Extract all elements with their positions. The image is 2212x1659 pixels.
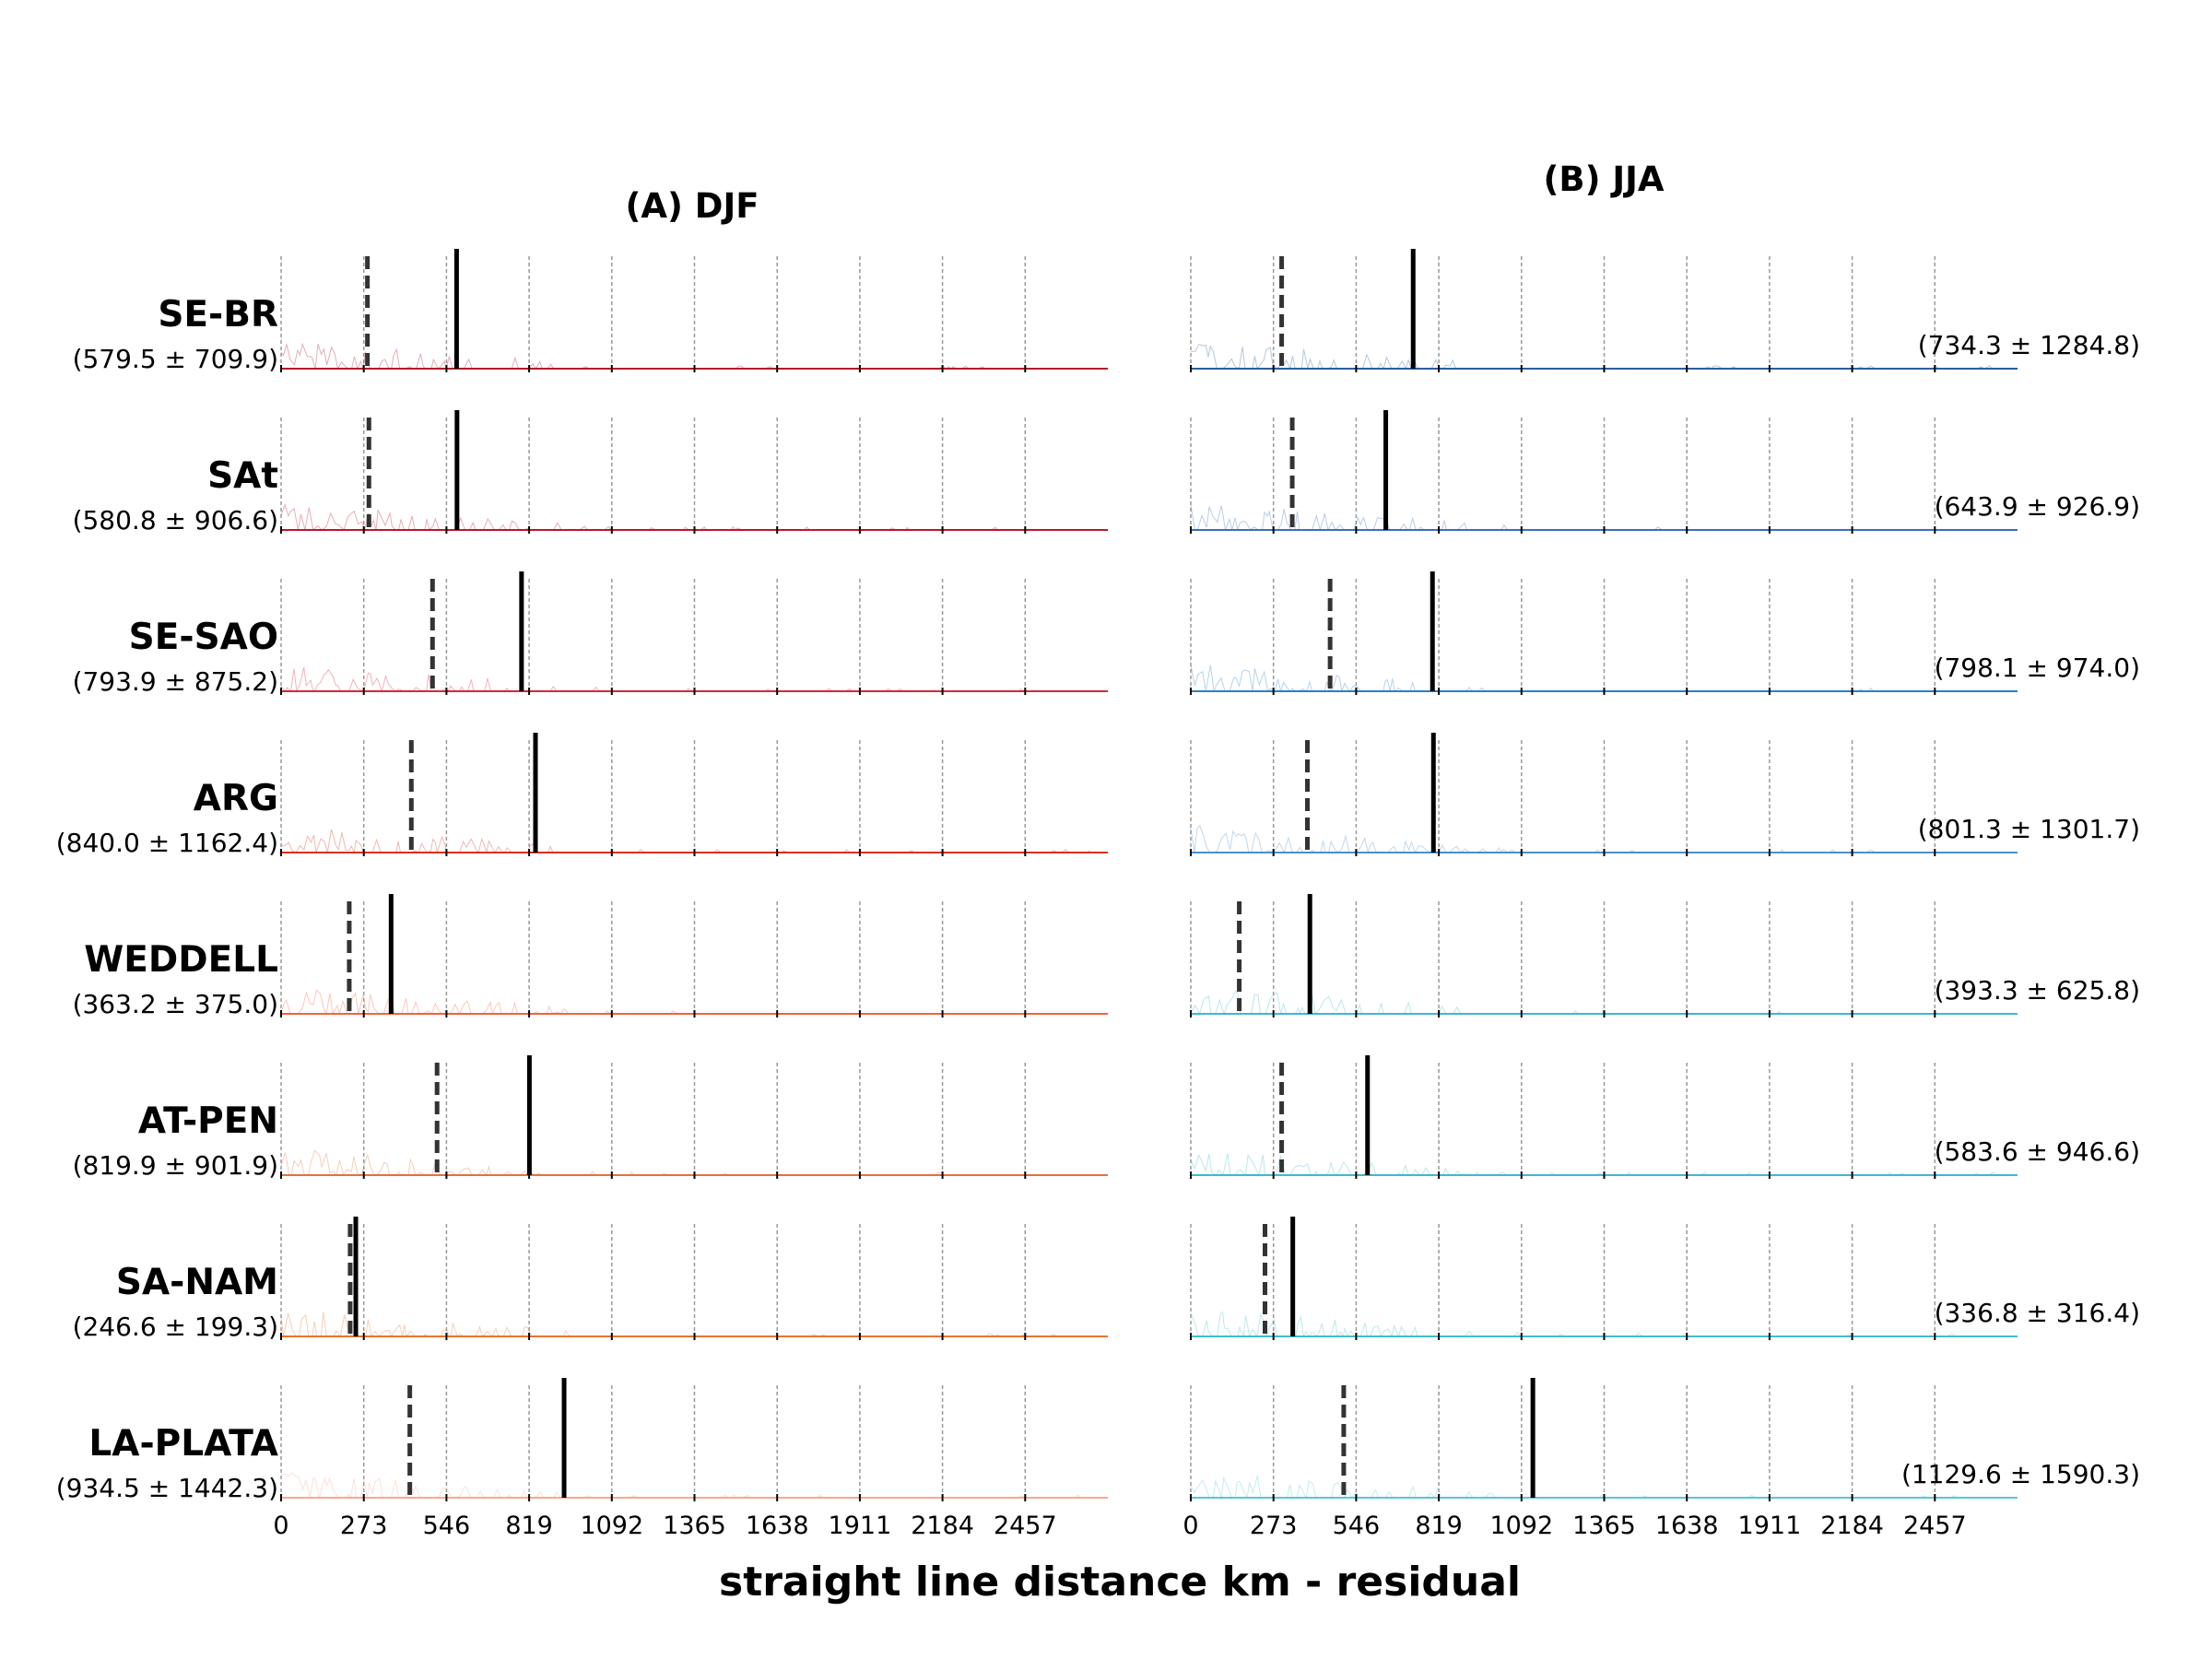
- distribution-trace: [280, 1312, 1090, 1338]
- distribution-trace: [280, 666, 1091, 693]
- subplot-sa-nam: SA-NAM (246.6 ± 199.3): [73, 1217, 1108, 1342]
- region-label: SA-NAM: [116, 1262, 278, 1303]
- distribution-trace: [1190, 505, 1999, 532]
- x-tick-label: 273: [340, 1512, 388, 1540]
- subplot-la-plata: LA-PLATA (934.5 ± 1442.3) 0 273 546 819 1092 13…: [56, 1378, 1108, 1540]
- region-label: ARG: [194, 778, 278, 819]
- distribution-trace: [1190, 665, 2000, 693]
- subplot-sat: SAt (580.8 ± 906.6): [73, 410, 1108, 535]
- distribution-trace: [280, 342, 1088, 371]
- subplot-arg: ARG (840.0 ± 1162.4): [56, 733, 1108, 858]
- distribution-trace: [280, 503, 1088, 532]
- region-stat-label: (840.0 ± 1162.4): [56, 828, 278, 858]
- distribution-trace: [280, 988, 1088, 1016]
- region-label: SE-BR: [158, 294, 278, 335]
- region-label: SAt: [207, 455, 278, 497]
- region-stat-label: (363.2 ± 375.0): [73, 989, 278, 1019]
- panel-jja: (734.3 ± 1284.8) (643.9 ± 926.9) (798.1 ± …: [1182, 249, 2140, 1540]
- x-tick-label: 546: [1333, 1512, 1381, 1540]
- x-tick-label: 1092: [580, 1512, 643, 1540]
- distribution-trace: [1190, 1152, 2000, 1177]
- distribution-trace: [280, 829, 1090, 854]
- subplot-arg: (801.3 ± 1301.7): [1190, 733, 2140, 856]
- panel-title-jja: (B) JJA: [1543, 159, 1664, 199]
- region-label: WEDDELL: [84, 939, 278, 981]
- region-stat-label: (583.6 ± 946.6): [1935, 1136, 2140, 1167]
- x-tick-label: 2184: [1820, 1512, 1884, 1540]
- subplot-at-pen: (583.6 ± 946.6): [1190, 1055, 2140, 1179]
- subplot-la-plata: (1129.6 ± 1590.3) 0 273 546 819 1092 1365 1638 1…: [1182, 1378, 2140, 1540]
- region-stat-label: (819.9 ± 901.9): [73, 1150, 278, 1181]
- region-stat-label: (734.3 ± 1284.8): [1918, 330, 2140, 360]
- distribution-trace: [280, 1149, 1091, 1177]
- x-tick-label: 1365: [1572, 1512, 1636, 1540]
- region-stat-label: (393.3 ± 625.8): [1935, 975, 2140, 1006]
- x-tick-label: 819: [1415, 1512, 1463, 1540]
- region-label: SE-SAO: [129, 617, 278, 658]
- region-stat-label: (793.9 ± 875.2): [73, 666, 278, 697]
- subplot-sa-nam: (336.8 ± 316.4): [1190, 1217, 2140, 1340]
- distribution-trace: [1190, 1311, 1999, 1338]
- subplot-se-br: SE-BR (579.5 ± 709.9): [73, 249, 1108, 374]
- x-tick-label: 1638: [1655, 1512, 1719, 1540]
- subplot-weddell: WEDDELL (363.2 ± 375.0): [73, 894, 1108, 1019]
- subplot-sat: (643.9 ± 926.9): [1190, 410, 2140, 534]
- distribution-trace: [1190, 824, 1999, 854]
- subplot-se-sao: SE-SAO (793.9 ± 875.2): [73, 571, 1108, 697]
- plot-area: SE-BR (579.5 ± 709.9) SAt (580.8 ± 906.6) SE…: [56, 249, 2140, 1540]
- region-stat-label: (643.9 ± 926.9): [1935, 491, 2140, 522]
- x-tick-label: 2184: [911, 1512, 974, 1540]
- region-stat-label: (798.1 ± 974.0): [1935, 653, 2140, 683]
- x-tick-label: 0: [273, 1512, 288, 1540]
- x-tick-label: 1365: [663, 1512, 726, 1540]
- distribution-trace: [1190, 1476, 2001, 1500]
- x-tick-label: 819: [505, 1512, 553, 1540]
- region-stat-label: (1129.6 ± 1590.3): [1901, 1459, 2140, 1489]
- subplot-at-pen: AT-PEN (819.9 ± 901.9): [73, 1055, 1108, 1181]
- distribution-trace: [280, 1472, 1089, 1500]
- x-tick-label: 546: [423, 1512, 471, 1540]
- region-stat-label: (580.8 ± 906.6): [73, 505, 278, 535]
- x-tick-label: 1911: [829, 1512, 892, 1540]
- x-tick-label: 1092: [1489, 1512, 1553, 1540]
- x-tick-label: 2457: [994, 1512, 1057, 1540]
- x-axis-label: straight line distance km - residual: [719, 1559, 1521, 1606]
- region-stat-label: (801.3 ± 1301.7): [1918, 814, 2140, 844]
- subplot-se-br: (734.3 ± 1284.8): [1190, 249, 2140, 372]
- x-tick-label: 1638: [746, 1512, 809, 1540]
- x-tick-label: 2457: [1903, 1512, 1967, 1540]
- x-tick-label: 273: [1250, 1512, 1298, 1540]
- subplot-weddell: (393.3 ± 625.8): [1190, 894, 2140, 1018]
- subplot-se-sao: (798.1 ± 974.0): [1190, 571, 2140, 695]
- x-tick-label: 0: [1182, 1512, 1198, 1540]
- region-stat-label: (579.5 ± 709.9): [73, 344, 278, 374]
- region-label: LA-PLATA: [88, 1423, 278, 1465]
- x-tick-label: 1911: [1738, 1512, 1802, 1540]
- region-stat-label: (246.6 ± 199.3): [73, 1312, 278, 1342]
- region-stat-label: (336.8 ± 316.4): [1935, 1298, 2140, 1328]
- panel-djf: SE-BR (579.5 ± 709.9) SAt (580.8 ± 906.6) SE…: [56, 249, 1108, 1540]
- distribution-trace: [1190, 343, 2001, 371]
- panel-title-djf: (A) DJF: [625, 186, 759, 226]
- region-stat-label: (934.5 ± 1442.3): [56, 1473, 278, 1503]
- region-label: AT-PEN: [138, 1100, 278, 1142]
